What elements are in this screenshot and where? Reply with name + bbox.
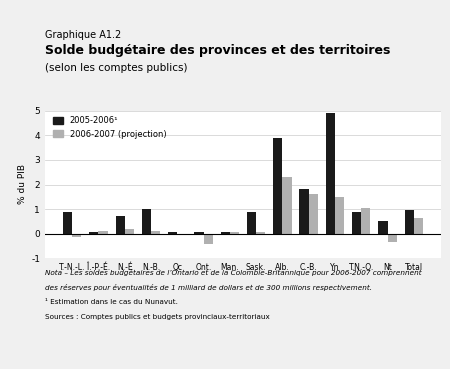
Bar bbox=[194, 232, 203, 234]
Bar bbox=[414, 218, 423, 234]
Bar bbox=[142, 209, 151, 234]
Bar bbox=[99, 231, 108, 234]
Bar bbox=[378, 221, 387, 234]
Bar bbox=[203, 234, 213, 244]
Text: ¹ Estimation dans le cas du Nunavut.: ¹ Estimation dans le cas du Nunavut. bbox=[45, 299, 178, 305]
Bar bbox=[309, 194, 318, 234]
Bar bbox=[247, 211, 256, 234]
Bar bbox=[283, 177, 292, 234]
Bar bbox=[63, 211, 72, 234]
Bar bbox=[387, 234, 397, 242]
Bar bbox=[220, 232, 230, 234]
Bar bbox=[116, 217, 125, 234]
Text: des réserves pour éventualités de 1 milliard de dollars et de 300 millions respe: des réserves pour éventualités de 1 mill… bbox=[45, 284, 372, 291]
Bar bbox=[300, 189, 309, 234]
Bar bbox=[72, 234, 81, 237]
Bar bbox=[89, 232, 99, 234]
Text: Solde budgétaire des provinces et des territoires: Solde budgétaire des provinces et des te… bbox=[45, 44, 391, 57]
Y-axis label: % du PIB: % du PIB bbox=[18, 165, 27, 204]
Bar bbox=[405, 210, 414, 234]
Text: Nota – Les soldes budgétaires de l’Ontario et de la Colombie-Britannique pour 20: Nota – Les soldes budgétaires de l’Ontar… bbox=[45, 269, 422, 276]
Bar bbox=[230, 232, 239, 234]
Bar bbox=[326, 113, 335, 234]
Text: Sources : Comptes publics et budgets provinciaux-territoriaux: Sources : Comptes publics et budgets pro… bbox=[45, 314, 270, 320]
Bar bbox=[352, 211, 361, 234]
Bar bbox=[256, 232, 265, 234]
Bar bbox=[361, 208, 370, 234]
Bar bbox=[168, 232, 177, 234]
Text: Graphique A1.2: Graphique A1.2 bbox=[45, 30, 121, 39]
Bar bbox=[335, 197, 344, 234]
Bar bbox=[273, 138, 283, 234]
Bar bbox=[151, 231, 160, 234]
Text: (selon les comptes publics): (selon les comptes publics) bbox=[45, 63, 188, 73]
Bar bbox=[125, 229, 134, 234]
Legend: 2005-2006¹, 2006-2007 (projection): 2005-2006¹, 2006-2007 (projection) bbox=[53, 116, 166, 138]
